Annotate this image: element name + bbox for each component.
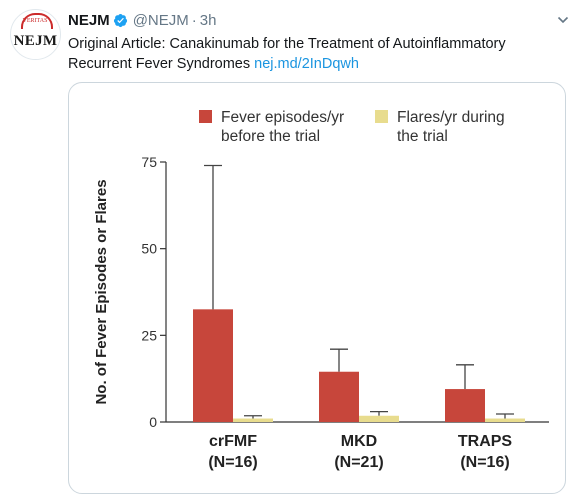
avatar-seal-arc: [21, 13, 53, 29]
author-handle[interactable]: @NEJM: [132, 11, 189, 29]
tweet-media-chart[interactable]: 0 25 50 75 No. of Fever Episodes or Flares Fe…: [68, 82, 566, 494]
chevron-down-icon[interactable]: [557, 14, 569, 26]
verified-badge-icon: [113, 13, 127, 27]
legend-label: Flares/yr during: [397, 109, 505, 126]
tweet-link[interactable]: nej.md/2InDqwh: [254, 56, 359, 72]
y-tick-label: 50: [141, 241, 157, 257]
bar: [485, 418, 525, 422]
bar: [233, 418, 273, 422]
bar: [359, 415, 399, 422]
legend-label: Fever episodes/yr: [221, 109, 344, 126]
x-tick-sublabel: (N=16): [460, 454, 509, 471]
avatar-seal: VERITAS: [22, 18, 48, 24]
y-axis-label: No. of Fever Episodes or Flares: [93, 179, 110, 404]
legend-label: before the trial: [221, 128, 320, 145]
tweet-header: NEJM @NEJM · 3h: [68, 10, 216, 30]
tweet-text: Original Article: Canakinumab for the Tr…: [68, 34, 568, 74]
author-name[interactable]: NEJM: [68, 11, 110, 29]
legend-swatch: [375, 110, 388, 123]
x-tick-sublabel: (N=21): [334, 454, 383, 471]
bar: [319, 371, 359, 422]
x-tick-label: TRAPS: [458, 433, 513, 450]
bar-chart: 0 25 50 75 No. of Fever Episodes or Flares Fe…: [93, 109, 549, 471]
bar: [445, 389, 485, 422]
y-tick-label: 0: [149, 414, 157, 430]
y-tick-label: 75: [141, 154, 157, 170]
avatar-logo-text: NEJM: [13, 33, 58, 49]
timestamp[interactable]: 3h: [199, 11, 217, 29]
legend-swatch: [199, 110, 212, 123]
x-tick-label: MKD: [341, 433, 377, 450]
y-tick-label: 25: [141, 327, 157, 343]
bar: [193, 309, 233, 422]
separator-dot: ·: [191, 11, 197, 29]
legend-label: the trial: [397, 128, 448, 145]
x-tick-sublabel: (N=16): [208, 454, 257, 471]
tweet-body: Original Article: Canakinumab for the Tr…: [68, 36, 506, 72]
x-tick-label: crFMF: [209, 433, 257, 450]
avatar[interactable]: VERITAS NEJM: [10, 9, 61, 60]
